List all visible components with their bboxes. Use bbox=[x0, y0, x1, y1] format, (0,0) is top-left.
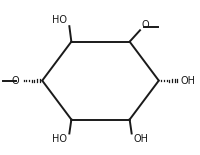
Text: O: O bbox=[140, 20, 148, 30]
Text: O: O bbox=[11, 76, 19, 86]
Text: OH: OH bbox=[180, 76, 195, 86]
Text: HO: HO bbox=[52, 15, 67, 25]
Text: HO: HO bbox=[52, 134, 67, 144]
Text: OH: OH bbox=[133, 134, 148, 144]
